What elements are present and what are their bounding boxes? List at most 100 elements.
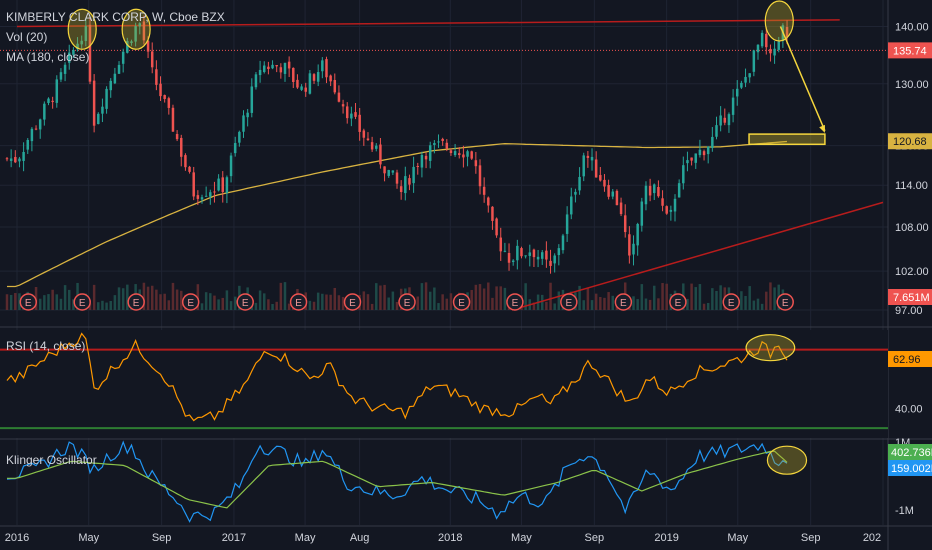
candle-body [470,151,473,159]
volume-bar [308,300,312,310]
volume-bar [155,289,158,310]
volume-bar [51,289,54,310]
earnings-marker [776,293,794,311]
candle-body [524,255,527,257]
candle-body [682,165,685,184]
candle-body [345,106,349,119]
volume-bar [150,285,154,310]
volume-bar [545,301,548,310]
volume-bar [101,300,104,310]
candle-body [458,153,461,156]
volume-bar [167,300,171,310]
candle-body [271,64,274,69]
candle-body [47,98,50,103]
volume-bar [752,300,756,310]
candle-body [731,97,735,115]
candle-body [233,143,237,154]
volume-bar [55,294,59,310]
candle-body [441,138,444,141]
earnings-marker [398,293,416,311]
volume-bar [47,294,50,310]
ma-legend[interactable]: MA (180, close) [6,50,90,64]
candle-body [246,112,249,118]
volume-bar [159,294,162,310]
klinger-value-box [888,444,932,460]
candle-body [55,79,59,103]
volume-bar [171,282,175,310]
volume-bar [719,285,722,310]
volume-bar [204,292,208,310]
klinger-signal-line [7,450,788,509]
candle-body [507,252,511,263]
candle-body [142,21,146,41]
earnings-marker-label: E [404,298,411,309]
volume-bar [283,282,287,310]
candle-body [640,201,644,226]
price-label-box [888,289,932,305]
volume-bar [594,293,598,310]
rsi-value-label: 62.96 [893,354,921,366]
highlight-circle [121,8,151,50]
chart-title[interactable]: KIMBERLY CLARK CORP, W, Cboe BZX [6,10,225,24]
volume-bar [329,294,332,310]
candle-body [706,146,710,155]
volume-bar [499,286,502,310]
candle-body [644,185,648,205]
earnings-marker [19,293,38,311]
candle-body [702,151,706,156]
volume-bar [706,302,710,310]
volume-bar [142,282,146,310]
candle-body [84,26,88,41]
candle-body [549,260,552,266]
klinger-axis-tick: -1M [895,505,914,517]
time-axis-tick: Sep [801,532,821,544]
volume-bar [760,303,764,310]
volume-bar [395,301,399,310]
candle-body [756,44,760,53]
candle-body [250,86,254,113]
volume-bar [92,284,96,310]
earnings-marker [722,293,741,311]
candle-body [462,154,465,158]
volume-bar [126,284,129,310]
candle-body [719,115,722,126]
volume-bar [333,287,337,310]
klinger-panel [6,440,788,523]
rsi-legend[interactable]: RSI (14, close) [6,339,86,353]
volume-bar [316,292,320,310]
volume-bar [321,293,324,310]
volume-bar [611,295,615,310]
candle-body [354,112,357,117]
klinger-legend[interactable]: Klinger Oscillator [6,453,97,467]
candle-body [765,33,768,48]
earnings-marker-label: E [782,298,789,309]
candle-body [200,197,204,200]
candle-body [694,153,697,163]
candle-body [92,80,96,126]
candle-body [312,74,316,81]
candle-body [623,215,627,233]
volume-bar [503,287,507,310]
candle-body [238,131,241,143]
price-label: 120.68 [893,136,927,148]
volume-bar [387,297,390,310]
candle-body [648,185,652,196]
candle-body [578,176,581,191]
candle-body [769,48,772,54]
candle-body [229,155,233,177]
candle-body [453,151,457,156]
volume-bar [586,287,590,310]
volume-bar [258,290,262,310]
volume-legend[interactable]: Vol (20) [6,30,48,44]
candle-body [287,61,291,69]
volume-bar [391,291,395,310]
candle-body [63,64,67,74]
volume-bar [337,295,341,310]
support-trend-line [511,201,884,311]
volume-bar [524,283,527,310]
volume-bar [366,294,370,310]
volume-bar [217,299,220,310]
candle-body [304,87,307,92]
